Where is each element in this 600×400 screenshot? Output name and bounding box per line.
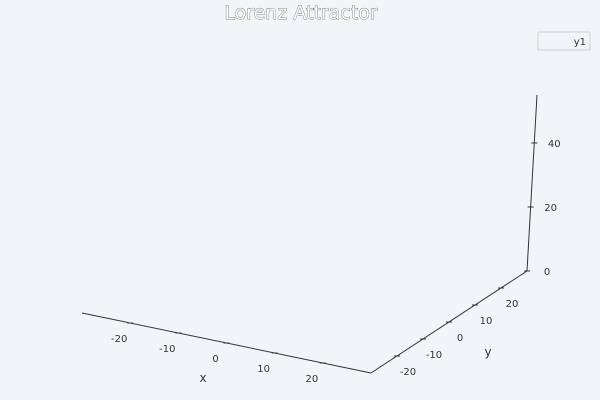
y-tick-label: 20 (506, 299, 519, 310)
y-tick-label: -20 (400, 367, 416, 378)
chart-title: Lorenz Attractor (224, 2, 378, 24)
y-tick-label: 0 (457, 333, 463, 344)
y-axis-ticks: -20 -10 0 10 20 (394, 287, 519, 378)
x-tick-label: -10 (159, 344, 175, 355)
x-tick-label: 10 (257, 364, 270, 375)
axes (81, 94, 538, 374)
z-tick-label: 40 (548, 139, 561, 150)
legend: y1 (537, 31, 591, 51)
z-tick-label: 0 (544, 267, 550, 278)
y-tick-label: 10 (480, 316, 493, 327)
y-tick-label: -10 (426, 350, 442, 361)
y-axis-label: y (484, 345, 491, 359)
x-axis-label: x (199, 371, 206, 385)
z-axis-ticks: 0 20 40 (524, 139, 561, 278)
x-tick-label: 0 (212, 354, 218, 365)
x-tick-label: -20 (111, 334, 127, 345)
z-tick-label: 20 (544, 203, 557, 214)
x-tick-label: 20 (305, 374, 318, 385)
legend-series-label: y1 (574, 37, 586, 48)
x-axis-ticks: -20 -10 0 10 20 (111, 322, 326, 385)
z-axis-line (526, 94, 538, 272)
legend-box (537, 31, 591, 51)
